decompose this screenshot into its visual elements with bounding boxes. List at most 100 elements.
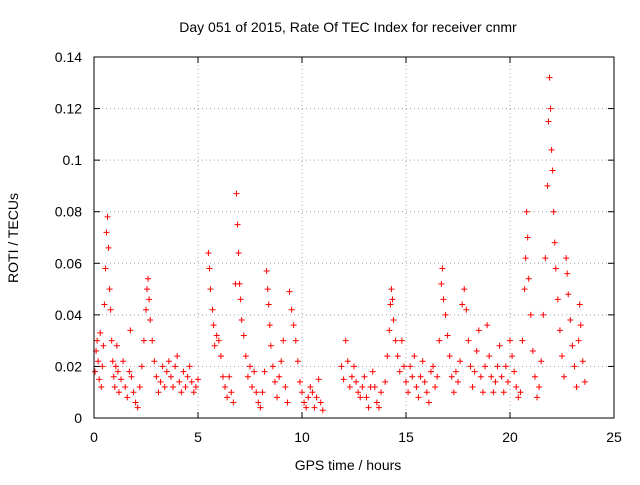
y-tick-label: 0.04 — [55, 307, 82, 323]
data-point-marker — [186, 363, 193, 370]
data-point-marker — [387, 301, 394, 308]
data-point-marker — [423, 389, 430, 396]
data-point-marker — [238, 317, 245, 324]
data-point-marker — [207, 286, 214, 293]
data-point-marker — [522, 255, 529, 262]
data-point-marker — [280, 337, 287, 344]
data-point-marker — [149, 337, 156, 344]
data-point-marker — [538, 358, 545, 365]
data-point-marker — [240, 332, 247, 339]
data-point-marker — [357, 394, 364, 401]
data-point-marker — [546, 74, 553, 81]
data-point-marker — [97, 329, 104, 336]
data-point-marker — [237, 296, 244, 303]
data-point-marker — [104, 213, 111, 220]
data-point-marker — [278, 358, 285, 365]
data-point-marker — [178, 389, 185, 396]
data-point-marker — [126, 368, 133, 375]
data-point-marker — [430, 363, 437, 370]
data-point-marker — [290, 322, 297, 329]
data-point-marker — [394, 353, 401, 360]
data-point-marker — [315, 376, 322, 383]
data-point-marker — [106, 286, 113, 293]
data-point-marker — [259, 389, 266, 396]
data-point-marker — [355, 389, 362, 396]
data-point-marker — [551, 239, 558, 246]
data-point-marker — [342, 337, 349, 344]
data-point-marker — [146, 296, 153, 303]
data-point-marker — [504, 378, 511, 385]
data-point-marker — [144, 286, 151, 293]
x-axis-label: GPS time / hours — [295, 457, 402, 473]
data-point-marker — [392, 337, 399, 344]
data-point-marker — [271, 378, 278, 385]
data-point-marker — [515, 394, 522, 401]
data-point-marker — [249, 384, 256, 391]
x-tick-label: 25 — [606, 429, 622, 445]
data-point-marker — [482, 363, 489, 370]
data-point-marker — [417, 373, 424, 380]
data-point-marker — [465, 337, 472, 344]
data-point-marker — [524, 234, 531, 241]
data-point-marker — [100, 342, 107, 349]
data-point-marker — [484, 322, 491, 329]
x-tick-label: 15 — [398, 429, 414, 445]
data-point-marker — [180, 368, 187, 375]
data-point-marker — [109, 358, 116, 365]
data-point-marker — [234, 221, 241, 228]
data-point-marker — [103, 229, 110, 236]
data-point-marker — [390, 317, 397, 324]
data-point-marker — [114, 368, 121, 375]
data-point-marker — [529, 347, 536, 354]
data-point-marker — [531, 373, 538, 380]
data-point-marker — [299, 389, 305, 396]
data-point-marker — [128, 373, 135, 380]
data-point-marker — [440, 296, 447, 303]
data-point-marker — [521, 286, 528, 293]
data-point-marker — [313, 394, 320, 401]
data-point-marker — [467, 363, 474, 370]
data-point-marker — [172, 363, 179, 370]
data-point-marker — [107, 306, 114, 313]
data-point-marker — [490, 389, 497, 396]
data-points — [92, 74, 588, 414]
data-point-marker — [498, 373, 505, 380]
data-point-marker — [525, 275, 532, 282]
data-point-marker — [163, 368, 170, 375]
data-point-marker — [439, 265, 446, 272]
tick-labels: 0 5 10 15 20 25 0 0.02 0.04 0.06 0.08 0.1 0.12 0.14 — [55, 49, 622, 445]
data-point-marker — [130, 389, 137, 396]
data-point-marker — [442, 311, 449, 318]
data-point-marker — [398, 337, 405, 344]
data-point-marker — [344, 358, 351, 365]
data-point-marker — [213, 332, 220, 339]
data-point-marker — [581, 378, 588, 385]
data-point-marker — [540, 311, 547, 318]
y-axis-label: ROTI / TECUs — [5, 193, 21, 283]
data-point-marker — [455, 378, 461, 385]
data-point-marker — [284, 399, 291, 406]
data-point-marker — [242, 353, 249, 360]
data-point-marker — [319, 407, 326, 414]
data-point-marker — [165, 358, 172, 365]
data-point-marker — [461, 286, 468, 293]
data-point-marker — [575, 337, 582, 344]
data-point-marker — [475, 327, 482, 334]
data-point-marker — [373, 399, 380, 406]
data-point-marker — [544, 182, 551, 189]
data-point-marker — [222, 384, 229, 391]
data-point-marker — [276, 373, 283, 380]
data-point-marker — [444, 332, 451, 339]
data-point-marker — [195, 376, 201, 383]
data-point-marker — [389, 296, 396, 303]
data-point-marker — [519, 337, 526, 344]
data-point-marker — [359, 384, 366, 391]
data-point-marker — [507, 337, 513, 344]
data-point-marker — [143, 306, 149, 313]
data-point-marker — [96, 376, 103, 383]
chart-title: Day 051 of 2015, Rate Of TEC Index for r… — [179, 19, 517, 35]
data-point-marker — [459, 301, 466, 308]
data-point-marker — [427, 368, 434, 375]
data-point-marker — [563, 255, 570, 262]
